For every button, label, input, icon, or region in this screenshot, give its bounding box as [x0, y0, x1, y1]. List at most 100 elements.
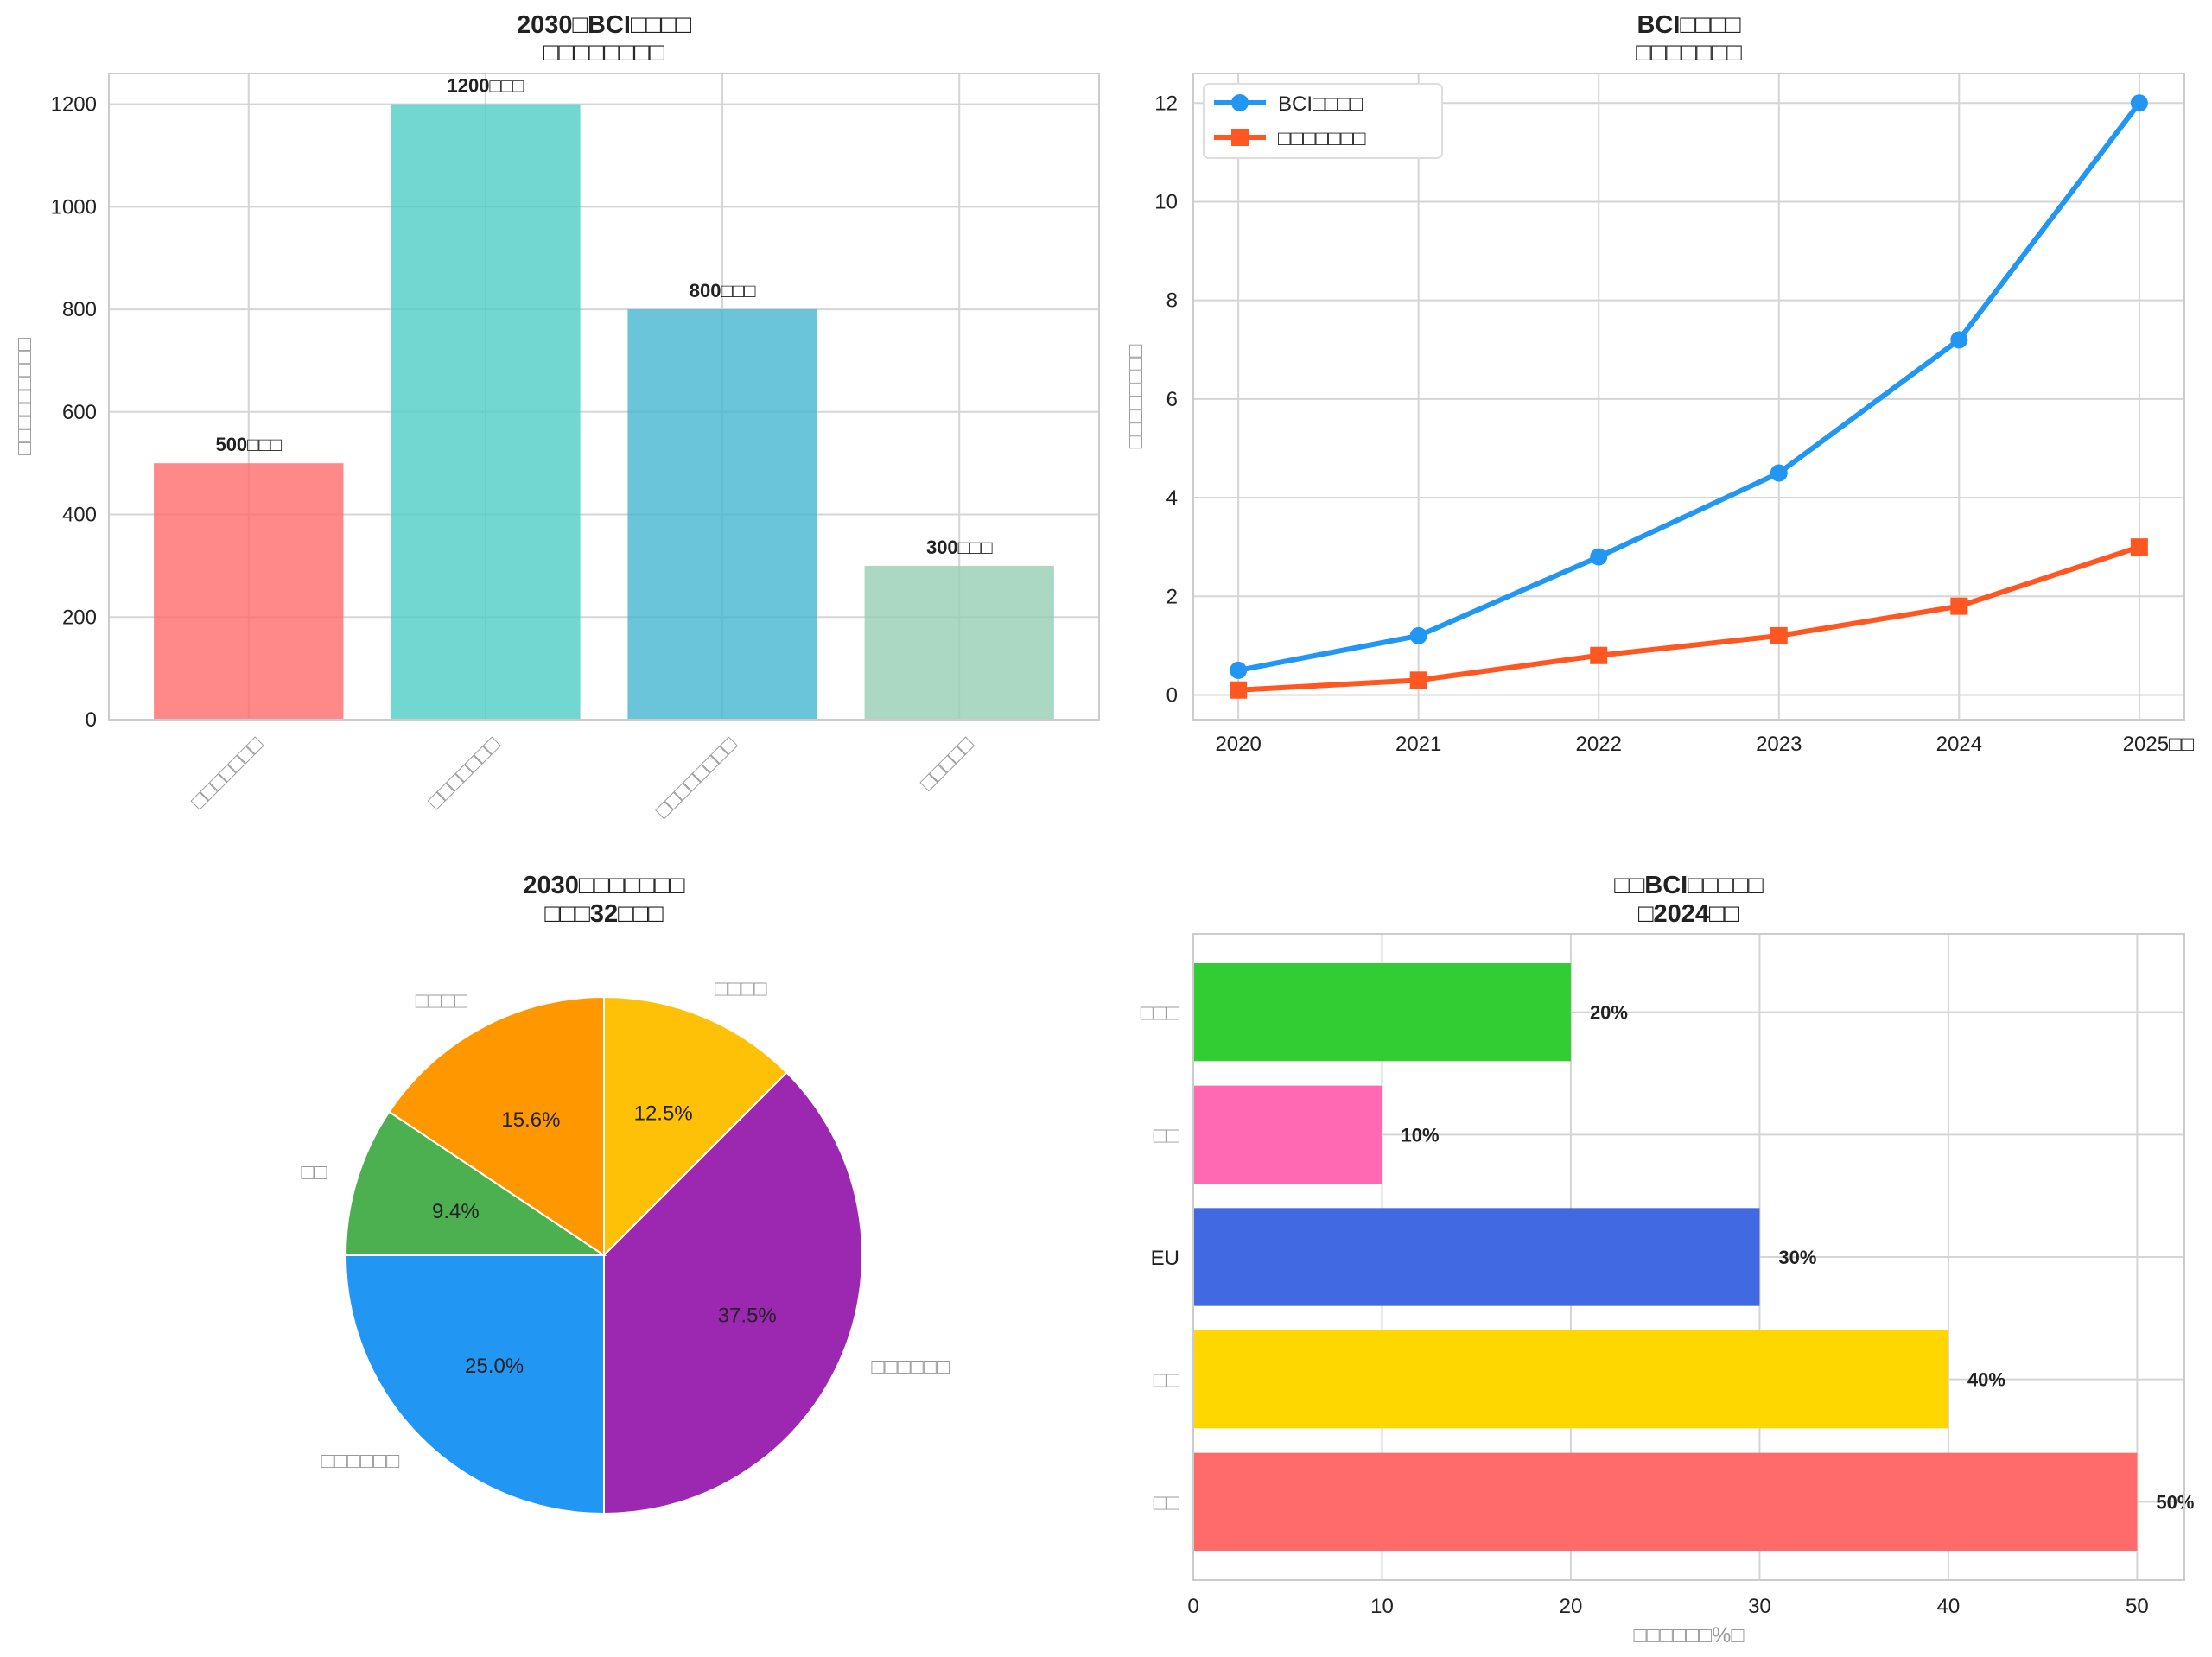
y-tick-label: 8 — [1166, 289, 1178, 313]
series-line — [1237, 101, 2142, 673]
x-tick-label: 2023 — [1756, 733, 1802, 756]
bar-value-label: 300□□□ — [926, 536, 993, 558]
bar-value-label: 500□□□ — [215, 434, 282, 455]
y-tick-label: 0 — [86, 708, 97, 732]
pie-pct-label: 15.6% — [501, 1108, 560, 1132]
chart-subtitle: □□□32□□□ — [544, 900, 664, 928]
pie-slice-label: □□ — [301, 1160, 327, 1184]
x-tick-label: 2025□□ — [2123, 733, 2195, 756]
x-tick-label: □□□□□ — [915, 732, 979, 796]
bar-value-label: 30% — [1778, 1247, 1816, 1268]
x-tick-label: □□□□□□□□ — [651, 732, 742, 823]
y-tick-label: 2 — [1166, 585, 1178, 608]
series-line — [1237, 544, 2140, 693]
axes-frame — [1192, 933, 2185, 1581]
bar-value-label: 40% — [1967, 1369, 2005, 1391]
y-tick-label: 0 — [1166, 683, 1178, 707]
data-point — [1409, 671, 1427, 689]
bar — [154, 463, 344, 720]
y-tick-label: □□ — [1154, 1490, 1180, 1514]
bar-value-label: 50% — [2156, 1491, 2194, 1513]
x-axis-label: □□□□□□%□ — [1634, 1623, 1745, 1647]
y-tick-label: EU — [1151, 1247, 1179, 1270]
axes-frame — [108, 73, 1100, 721]
y-tick-label: 1200 — [51, 93, 97, 117]
x-tick-label: 2020 — [1215, 733, 1261, 756]
pie-slice-label: □□□□□□ — [321, 1449, 401, 1473]
data-point — [2130, 94, 2148, 112]
y-tick-label: □□□ — [1141, 1001, 1180, 1025]
bar — [627, 309, 817, 720]
y-axis-label: □□□□□□□□□ — [12, 337, 36, 455]
pie-slice-label: □□□□ — [416, 989, 468, 1013]
data-point — [1770, 464, 1788, 482]
x-tick-label: 2024 — [1936, 733, 1982, 756]
data-point — [2130, 538, 2148, 556]
data-point — [1950, 597, 1968, 615]
y-axis-label: □□□□□□□□ — [1123, 344, 1147, 449]
bar — [1193, 1452, 2138, 1551]
y-tick-label: 10 — [1154, 190, 1178, 213]
pie-slice-label: □□□□ — [715, 977, 767, 1001]
chart-title: □□BCI□□□□□ — [1614, 872, 1764, 899]
pie-pct-label: 25.0% — [465, 1355, 524, 1378]
pie-slice — [388, 995, 605, 1257]
x-tick-label: 10 — [1370, 1595, 1394, 1618]
chart-title: 2030□□□□□□□ — [523, 872, 685, 899]
axes-frame — [1192, 73, 2185, 721]
bar — [391, 104, 581, 721]
data-point — [1409, 626, 1427, 644]
x-tick-label: □□□□□□□ — [423, 732, 505, 814]
legend-label: □□□□□□□ — [1278, 127, 1366, 150]
x-tick-label: 30 — [1748, 1595, 1771, 1618]
chart-title: 2030□BCI□□□□ — [517, 11, 692, 39]
pie-slice — [344, 1254, 605, 1515]
pie-pct-label: 12.5% — [634, 1101, 693, 1125]
x-tick-label: 20 — [1560, 1595, 1583, 1618]
y-tick-label: 12 — [1154, 92, 1178, 115]
data-point — [1590, 646, 1608, 664]
pie-pct-label: 9.4% — [432, 1200, 480, 1223]
chart-title: BCI□□□□ — [1637, 11, 1740, 39]
y-tick-label: 1000 — [51, 195, 97, 219]
data-point — [1230, 681, 1248, 699]
bar-value-label: 800□□□ — [690, 280, 756, 302]
bar — [1193, 1208, 1760, 1306]
x-tick-label: 2021 — [1395, 733, 1441, 756]
chart-subtitle: □□□□□□□□ — [543, 39, 665, 67]
bar — [864, 565, 1054, 720]
x-tick-label: 2022 — [1576, 733, 1622, 756]
legend-marker — [1231, 94, 1249, 111]
x-tick-label: 50 — [2126, 1595, 2149, 1618]
y-tick-label: 800 — [62, 298, 97, 321]
x-tick-label: 40 — [1937, 1595, 1961, 1618]
y-tick-label: □□ — [1154, 1123, 1180, 1147]
pie-pct-label: 37.5% — [718, 1305, 777, 1328]
bar — [1193, 1330, 1948, 1429]
y-tick-label: 600 — [62, 401, 97, 424]
bar — [1193, 1085, 1382, 1184]
bar-value-label: 20% — [1590, 1002, 1628, 1024]
y-tick-label: 200 — [62, 606, 97, 629]
data-point — [1770, 626, 1788, 644]
bar — [1193, 963, 1571, 1062]
y-tick-label: 6 — [1166, 388, 1178, 411]
legend-label: BCI□□□□ — [1278, 92, 1363, 116]
y-tick-label: 4 — [1166, 486, 1178, 510]
x-tick-label: □□□□□□□ — [186, 732, 268, 814]
pie-slice-label: □□□□□□ — [871, 1355, 950, 1379]
bar-value-label: 10% — [1401, 1124, 1439, 1146]
x-tick-label: 0 — [1187, 1595, 1198, 1618]
pie-slice — [344, 1110, 607, 1256]
data-point — [1950, 331, 1968, 349]
data-point — [1230, 661, 1248, 679]
chart-subtitle: □2024□□ — [1638, 900, 1740, 928]
pie-slice — [603, 995, 788, 1258]
legend-marker — [1231, 129, 1249, 146]
y-tick-label: □□ — [1154, 1368, 1180, 1393]
bar-value-label: 1200□□□ — [448, 75, 524, 97]
pie-slice — [603, 1071, 863, 1515]
y-tick-label: 400 — [62, 504, 97, 527]
chart-subtitle: □□□□□□□ — [1636, 39, 1742, 67]
